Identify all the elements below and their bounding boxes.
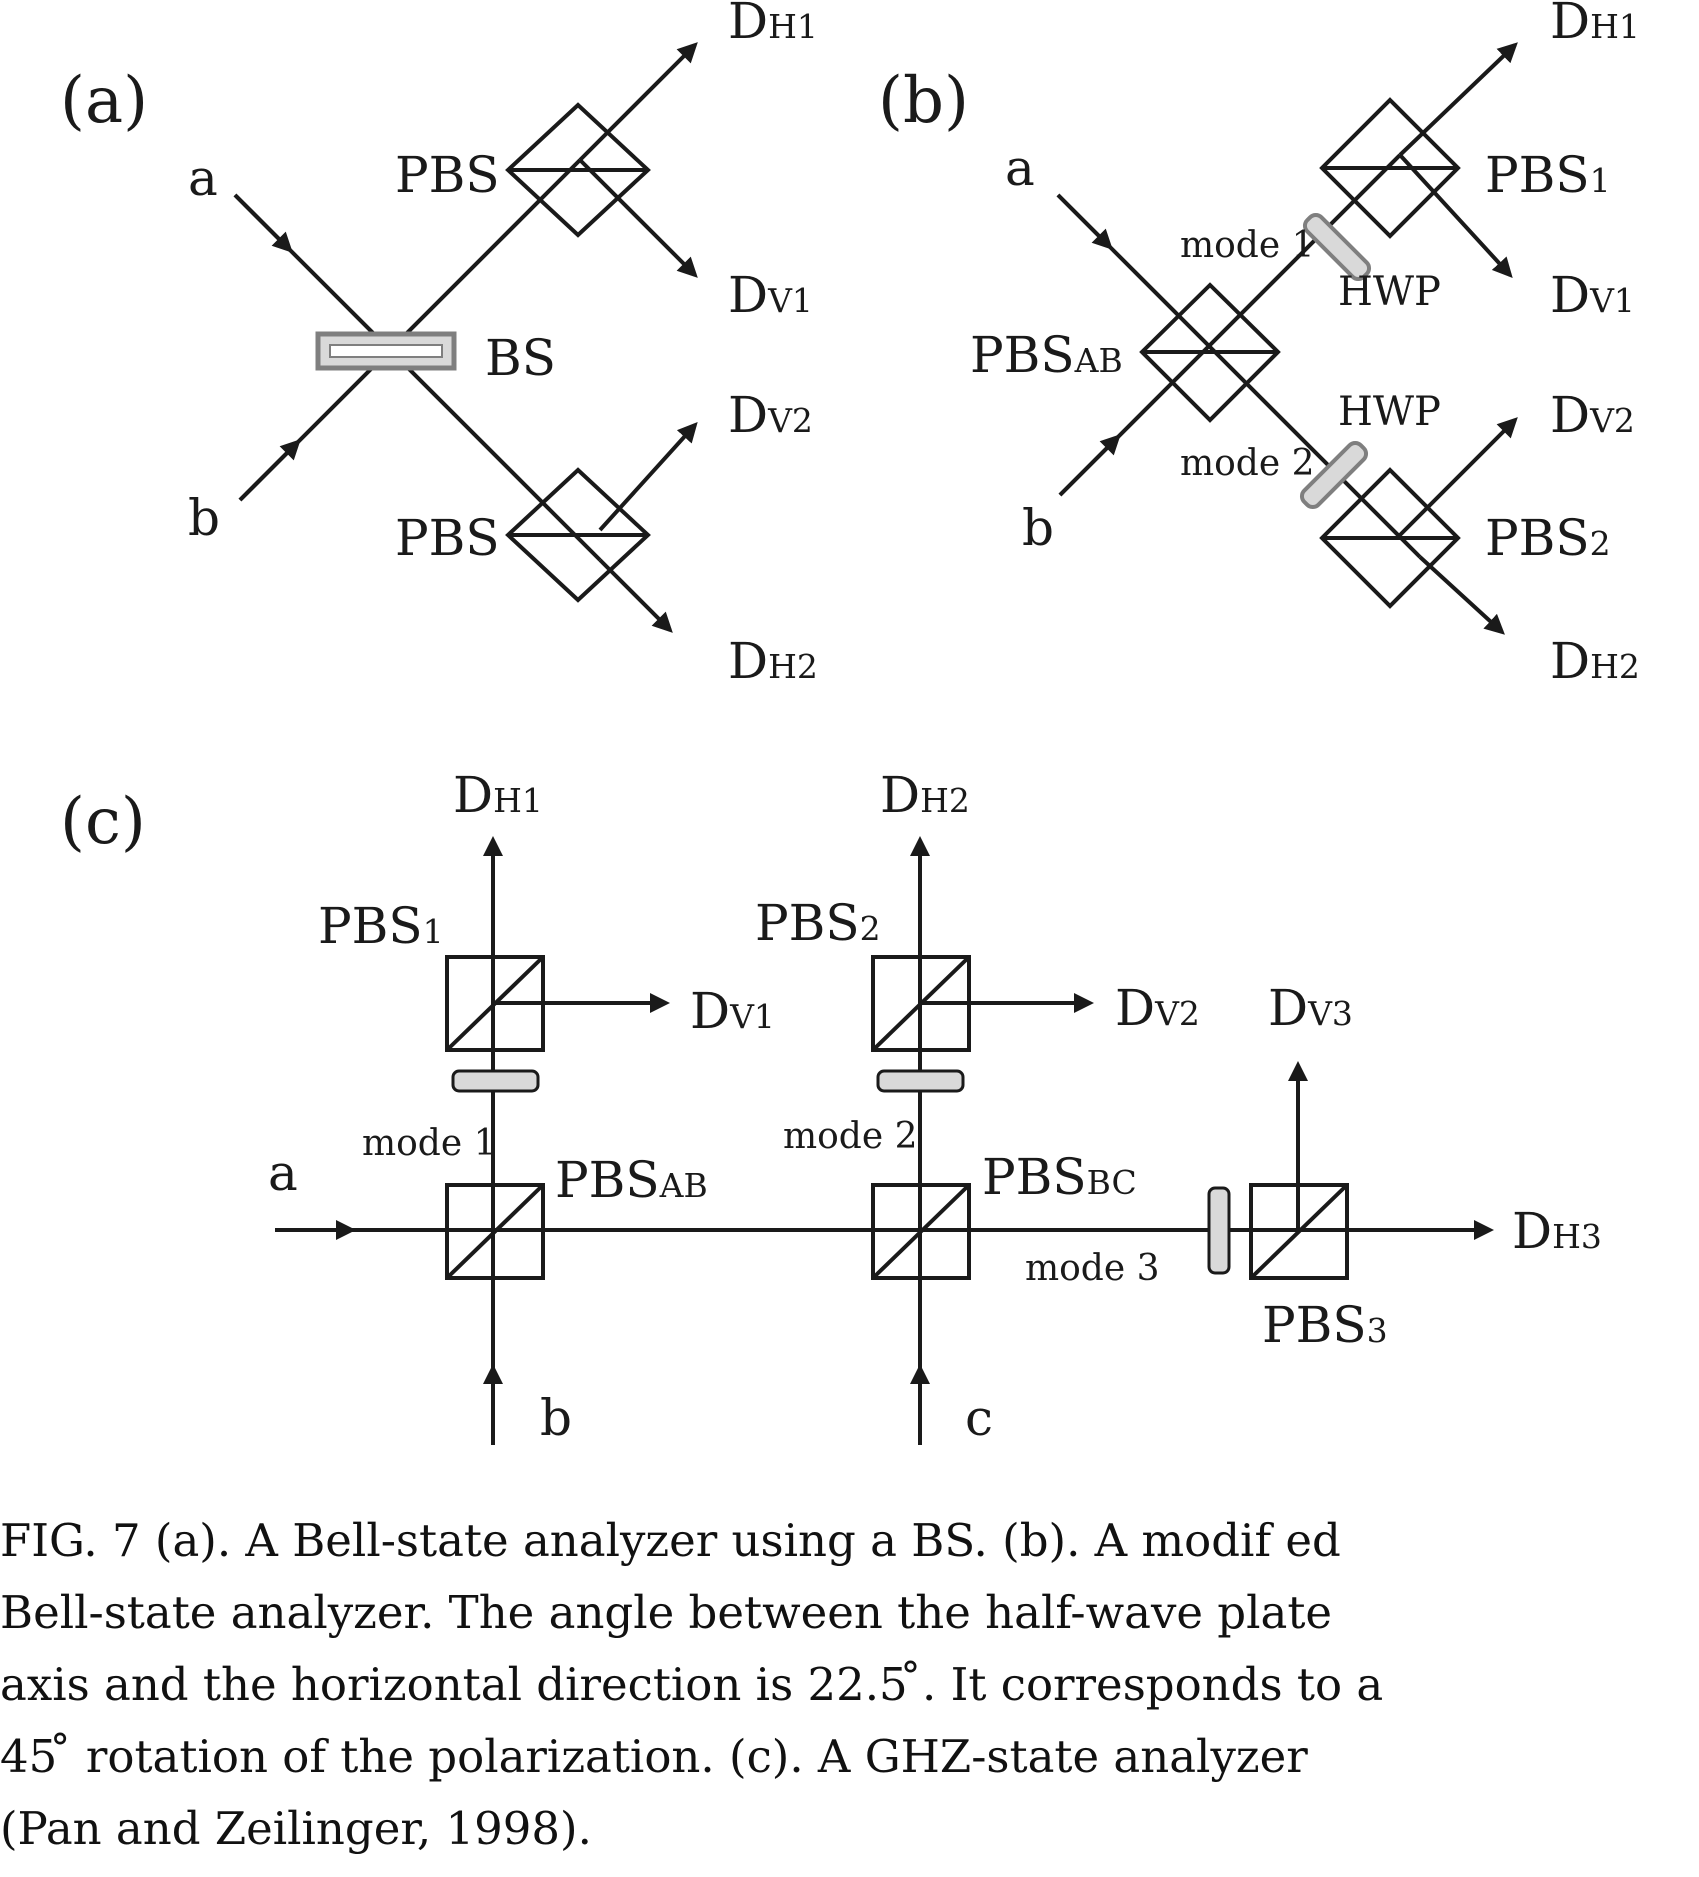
pbs3-cube (1249, 1183, 1349, 1280)
pbs1-cube (1319, 97, 1461, 239)
panel-b-label: (b) (878, 64, 969, 138)
panel-a (233, 42, 698, 633)
pbs-ab-label: PBSAB (555, 1151, 708, 1209)
hwp-top-plate (1302, 212, 1372, 282)
panel-a-labels: (a) a b PBS PBS BS DH1 DV1 DV2 DH2 (60, 0, 818, 690)
mode1-label: mode 1 (1180, 225, 1315, 266)
beam-to-dh1 (578, 42, 698, 162)
pbs-bc-splitter (871, 1183, 971, 1280)
pbs-ab-label: PBSAB (970, 326, 1123, 384)
pbs1-splitter (445, 955, 545, 1052)
beam-to-dv2 (1398, 417, 1518, 537)
detector-dv2: DV2 (1115, 979, 1200, 1037)
input-a-label: a (1005, 139, 1035, 197)
pbs1-cube (445, 955, 545, 1052)
mode3-label: mode 3 (1025, 1248, 1160, 1289)
pbs-bottom-cube (505, 467, 651, 603)
beam-splitter-inner (329, 344, 443, 358)
mode1-label: mode 1 (362, 1123, 497, 1164)
pbs2-cube (871, 955, 971, 1052)
panel-c-label: (c) (60, 785, 146, 859)
bs-label: BS (485, 329, 556, 387)
beam-b-input-arrow (1058, 434, 1121, 497)
beam-to-dh2 (1418, 555, 1505, 635)
detector-dv1: DV1 (728, 266, 813, 324)
detector-dv1: DV1 (1550, 266, 1635, 324)
pbs3-label: PBS3 (1262, 1296, 1388, 1354)
pbs-bc-label: PBSBC (982, 1148, 1137, 1206)
caption-line: Bell-state analyzer. The angle between t… (0, 1586, 1333, 1639)
detector-dh3: DH3 (1512, 1202, 1602, 1260)
hwp-top-label: HWP (1338, 269, 1441, 315)
caption-line: 45 ̊ rotation of the polarization. (c). … (0, 1730, 1308, 1783)
beam-b-input-arrow (238, 439, 301, 502)
caption-line: axis and the horizontal direction is 22.… (0, 1658, 1384, 1711)
hwp-bottom-label: HWP (1338, 389, 1441, 435)
beam-to-dh1 (1398, 42, 1518, 157)
detector-dv2: DV2 (1550, 386, 1635, 444)
pbs2-splitter (871, 955, 971, 1052)
beam-a-input-arrow (233, 193, 293, 253)
mode2-label: mode 2 (783, 1116, 918, 1157)
caption-line: FIG. 7 (a). A Bell-state analyzer using … (0, 1514, 1341, 1567)
detector-dh2: DH2 (728, 632, 818, 690)
pbs3-splitter (1249, 1183, 1349, 1280)
detector-dh2: DH2 (880, 766, 970, 824)
detector-dh1: DH1 (1550, 0, 1640, 50)
beam-to-dv2 (598, 422, 698, 532)
input-b-label: b (1022, 499, 1054, 557)
input-b-label: b (188, 489, 220, 547)
detector-dv1: DV1 (690, 982, 775, 1040)
beam-to-dv1 (578, 158, 698, 278)
detector-dv2: DV2 (728, 386, 813, 444)
pbs1-label: PBS1 (1485, 146, 1611, 204)
pbs-bottom-label: PBS (395, 509, 500, 567)
panel-a-label: (a) (60, 64, 148, 138)
input-a-label: a (268, 1144, 298, 1202)
detector-dv3: DV3 (1268, 979, 1353, 1037)
pbs-ab-cube (445, 1183, 545, 1280)
pbs-ab-cube (1139, 282, 1281, 423)
hwp-bottom-plate (1299, 440, 1369, 510)
beam-to-dv1 (1398, 153, 1513, 278)
hwp-mode3-plate (1207, 1186, 1231, 1275)
input-a-label: a (188, 149, 218, 207)
hwp-mode1-plate (451, 1069, 540, 1093)
pbs-top-label: PBS (395, 146, 500, 204)
pbs2-cube (1319, 467, 1461, 609)
pbs-ab-splitter (445, 1183, 545, 1280)
panel-b (1056, 42, 1518, 635)
pbs1-label: PBS1 (318, 897, 444, 955)
pbs-top-cube (505, 102, 651, 238)
beam-a-input (233, 193, 602, 562)
panel-c-labels: (c) a b c PBS1 PBS2 PBSAB PBSBC PBS3 mod… (60, 766, 1602, 1447)
mode2-label: mode 2 (1180, 443, 1315, 484)
panel-b-labels: (b) a b PBSAB PBS1 PBS2 HWP HWP mode 1 m… (878, 0, 1640, 690)
detector-dh1: DH1 (728, 0, 818, 50)
panel-c (275, 836, 1494, 1445)
beam-a-input-arrow (1056, 193, 1113, 250)
caption-line: (Pan and Zeilinger, 1998). (0, 1802, 592, 1855)
beam-to-dh2 (598, 558, 673, 633)
pbs2-label: PBS2 (1485, 509, 1611, 567)
detector-dh1: DH1 (453, 766, 543, 824)
input-b-label: b (540, 1389, 572, 1447)
pbs2-label: PBS2 (755, 894, 881, 952)
beam-a-input (1056, 193, 1422, 559)
detector-dh2: DH2 (1550, 632, 1640, 690)
input-c-label: c (965, 1389, 993, 1447)
figure-caption: FIG. 7 (a). A Bell-state analyzer using … (0, 1505, 1699, 1865)
hwp-mode2-plate (876, 1069, 965, 1093)
pbs-bc-cube (871, 1183, 971, 1280)
